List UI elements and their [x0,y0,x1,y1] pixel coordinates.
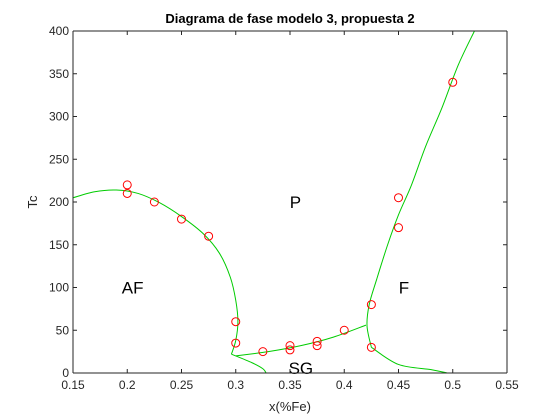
curves-layer [73,31,475,373]
y-axis-label: Tc [25,195,40,209]
data-point-6 [231,338,241,348]
data-point-0 [122,180,132,190]
phase-boundary-curve-2 [235,324,367,357]
data-point-16 [394,223,403,233]
y-tick-label-1: 50 [56,323,70,337]
chart-title: Diagrama de fase modelo 3, propuesta 2 [165,11,414,26]
annotations-layer: AF P SG F [122,193,409,378]
plot-background [73,31,507,373]
ticks-layer: 0.15 0.2 0.25 0.3 0.35 0.4 0.45 0.5 0.55 0 50 100 15… [49,24,519,392]
phase-boundary-curve-4 [366,31,475,348]
x-tick-label-8: 0.55 [495,378,519,392]
x-tick-label-3: 0.3 [227,378,244,392]
y-tick-label-6: 300 [49,110,69,124]
x-tick-label-7: 0.5 [444,378,461,392]
data-point-14 [366,342,376,352]
x-tick-label-1: 0.2 [119,378,136,392]
y-tick-label-7: 350 [49,67,69,81]
x-tick-label-0: 0.15 [61,378,85,392]
x-tick-label-6: 0.45 [387,378,411,392]
data-point-1 [122,188,132,198]
data-point-13 [366,300,376,310]
data-point-15 [394,193,403,203]
data-point-4 [204,231,214,241]
y-tick-label-5: 250 [49,152,69,166]
data-point-11 [312,341,322,351]
phase-boundary-curve-3 [371,346,448,373]
y-tick-label-0: 0 [62,366,69,380]
data-point-7 [258,347,268,357]
data-point-2 [149,197,159,207]
x-tick-label-5: 0.4 [336,378,353,392]
data-point-12 [339,325,349,335]
y-tick-label-8: 400 [49,24,69,38]
points-layer [122,77,458,357]
phase-boundary-curve-0 [73,189,239,355]
region-label-p: P [290,193,301,212]
region-label-sg: SG [289,359,314,378]
data-point-5 [231,317,241,327]
phase-boundary-curve-1 [231,353,267,373]
x-tick-label-2: 0.25 [170,378,194,392]
x-tick-label-4: 0.35 [278,378,302,392]
region-label-f: F [399,279,409,298]
y-tick-label-4: 200 [49,195,69,209]
y-tick-label-2: 100 [49,281,69,295]
data-point-8 [285,341,295,351]
data-point-3 [177,214,186,224]
region-label-af: AF [122,279,144,298]
x-axis-label: x(%Fe) [269,399,311,414]
data-point-17 [448,77,458,87]
y-tick-label-3: 150 [49,238,69,252]
data-point-9 [285,345,295,355]
data-point-10 [312,336,322,346]
